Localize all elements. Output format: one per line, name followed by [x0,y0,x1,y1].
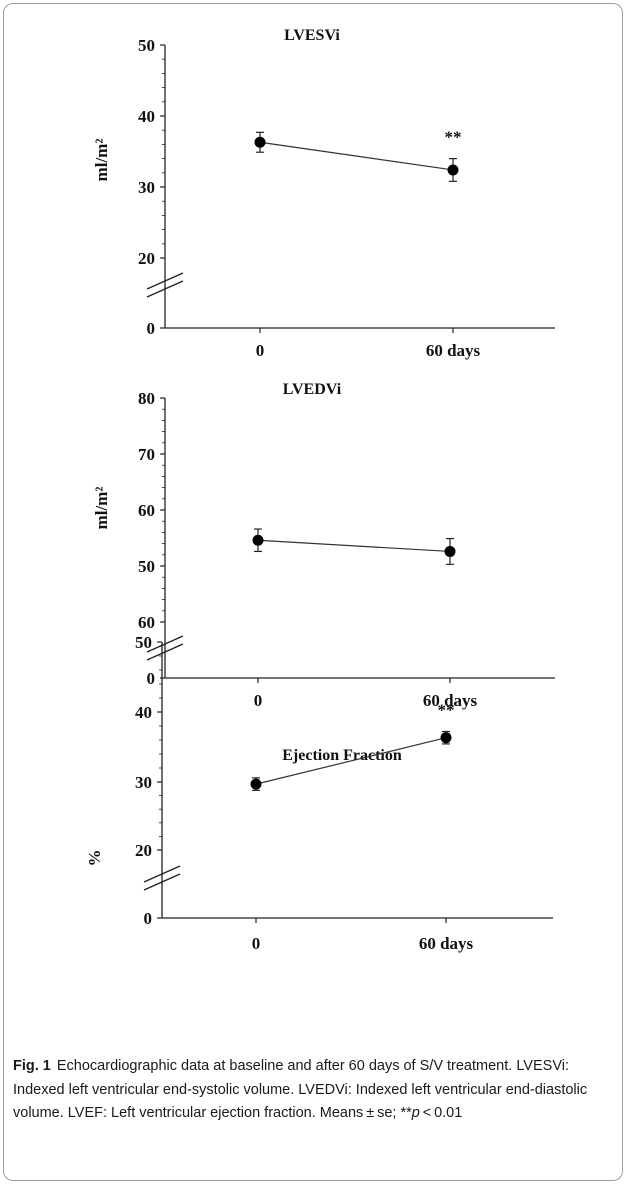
y-tick-label: 40 [138,107,155,126]
y-tick-label: 70 [138,445,155,464]
series-line [255,737,447,785]
y-tick-label: 50 [138,557,155,576]
chart-lvesvi: LVESVi ml/m² 0 20 30 40 50 0 60 days ** [92,27,555,360]
y-axis-label: % [85,850,104,867]
y-tick-label: 50 [138,36,155,55]
y-axis-label: ml/m² [92,487,111,530]
y-tick-label: 60 [138,613,155,632]
caption-text-end: < 0.01 [419,1105,463,1121]
x-tick-label: 0 [252,934,261,953]
chart-title: LVEDVi [283,381,342,398]
y-tick-label: 60 [138,501,155,520]
data-point [252,534,264,546]
axis-break-mark [146,280,184,298]
axis-break-mark [143,873,181,891]
y-tick-label: 30 [135,773,152,792]
data-point [444,545,456,557]
significance-marker: ** [445,128,462,147]
x-tick-label: 0 [254,691,263,710]
x-tick-label: 60 days [423,691,478,710]
series-line [259,141,454,171]
chart-title: Ejection Fraction [282,747,402,764]
y-tick-label: 80 [138,389,155,408]
series-line [257,539,451,553]
data-point [250,778,262,790]
y-tick-label: 0 [147,669,156,688]
y-tick-label: 0 [144,909,153,928]
caption-label: Fig. 1 [13,1058,51,1074]
caption-text: Echocardiographic data at baseline and a… [13,1058,588,1121]
data-point [440,732,452,744]
y-tick-label: 50 [135,633,152,652]
significance-marker: ** [438,700,455,719]
x-tick-label: 60 days [419,934,474,953]
figure-frame [3,3,623,1181]
y-tick-label: 0 [147,319,156,338]
axis-break-mark [146,272,184,290]
chart-title: LVESVi [284,27,340,44]
axis-break-mark [146,643,184,661]
y-tick-label: 20 [138,249,155,268]
data-point [447,164,459,176]
y-tick-label: 20 [135,841,152,860]
x-tick-label: 0 [256,341,265,360]
axis-break-mark [143,865,181,883]
y-tick-label: 40 [135,703,152,722]
data-point [254,136,266,148]
axis-break-mark [146,635,184,653]
y-axis-label: ml/m² [92,139,111,182]
y-tick-label: 30 [138,178,155,197]
x-tick-label: 60 days [426,341,481,360]
figure-caption: Fig. 1 Echocardiographic data at baseline… [13,1055,613,1126]
caption-p-symbol: p [411,1105,420,1121]
